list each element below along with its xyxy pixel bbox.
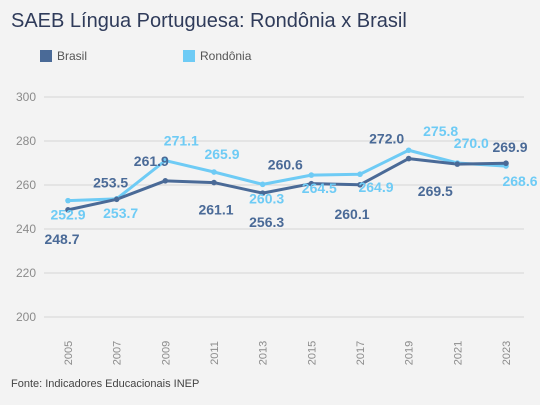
data-point xyxy=(113,196,120,203)
data-label: 265.9 xyxy=(204,146,239,162)
legend-label-brasil: Brasil xyxy=(57,49,88,63)
y-tick-label: 220 xyxy=(16,266,36,280)
data-label: 264.5 xyxy=(302,180,337,196)
data-point xyxy=(259,190,266,196)
data-point xyxy=(211,179,217,186)
data-point xyxy=(503,160,509,167)
x-tick-label: 2013 xyxy=(258,341,270,365)
data-labels: 248.7 253.5 261.9 261.1 256.3 260.6 260.1 272.0… xyxy=(44,123,537,247)
y-tick-label: 260 xyxy=(16,178,36,192)
source-note: Fonte: Indicadores Educacionais INEP xyxy=(11,378,200,390)
data-label: 270.0 xyxy=(454,135,489,151)
x-tick-label: 2009 xyxy=(160,341,172,365)
data-label: 264.9 xyxy=(358,179,393,195)
data-label: 269.5 xyxy=(418,183,453,199)
y-tick-label: 240 xyxy=(16,222,36,236)
x-tick-label: 2021 xyxy=(452,341,464,365)
data-label: 252.9 xyxy=(50,207,85,223)
y-tick-label: 300 xyxy=(16,90,36,104)
data-point xyxy=(405,147,412,154)
data-label: 261.1 xyxy=(198,202,233,218)
data-point xyxy=(357,181,363,188)
y-axis: 200 220 240 260 280 300 xyxy=(16,90,36,324)
data-point xyxy=(357,171,363,178)
y-tick-label: 200 xyxy=(16,310,36,324)
x-tick-label: 2007 xyxy=(112,341,124,365)
legend-item-rondonia: Rondônia xyxy=(183,49,251,63)
data-label: 256.3 xyxy=(249,214,284,230)
series-line-brasil xyxy=(67,157,507,212)
x-tick-label: 2005 xyxy=(63,341,75,365)
x-tick-label: 2015 xyxy=(306,341,318,365)
series-lines xyxy=(67,148,507,212)
data-point xyxy=(259,181,266,188)
data-label: 275.8 xyxy=(423,123,458,139)
data-label: 260.6 xyxy=(268,157,303,173)
legend-item-brasil: Brasil xyxy=(40,49,87,63)
data-label: 268.6 xyxy=(502,173,537,189)
legend-swatch-rondonia xyxy=(183,50,195,62)
data-label: 260.3 xyxy=(249,190,284,206)
data-label: 269.9 xyxy=(492,139,527,155)
x-tick-label: 2023 xyxy=(501,341,513,365)
data-label: 253.5 xyxy=(93,174,128,190)
data-point xyxy=(308,180,315,187)
data-label: 272.0 xyxy=(369,131,404,147)
x-axis: 2005 2007 2009 2011 2013 2015 2017 2019 2021 2023 xyxy=(63,341,513,365)
data-point xyxy=(162,178,169,184)
data-label: 271.1 xyxy=(164,133,199,149)
y-tick-label: 280 xyxy=(16,134,36,148)
x-tick-label: 2011 xyxy=(209,341,221,365)
legend-label-rondonia: Rondônia xyxy=(200,49,252,63)
series-points xyxy=(65,147,509,213)
gridlines xyxy=(44,96,524,318)
data-label: 261.9 xyxy=(134,153,169,169)
chart-title: SAEB Língua Portuguesa: Rondônia x Brasi… xyxy=(11,10,407,32)
data-point xyxy=(211,169,217,175)
x-tick-label: 2019 xyxy=(404,341,416,365)
data-label: 248.7 xyxy=(44,231,79,247)
data-point xyxy=(65,207,71,213)
data-point xyxy=(162,157,169,164)
data-point xyxy=(65,197,71,204)
x-tick-label: 2017 xyxy=(355,341,367,365)
series-line-rondonia xyxy=(67,148,507,203)
legend-swatch-brasil xyxy=(40,50,52,62)
data-label: 260.1 xyxy=(334,206,369,222)
data-label: 253.7 xyxy=(103,205,138,221)
data-point xyxy=(405,155,412,162)
data-point xyxy=(454,161,461,167)
data-point xyxy=(308,172,315,178)
